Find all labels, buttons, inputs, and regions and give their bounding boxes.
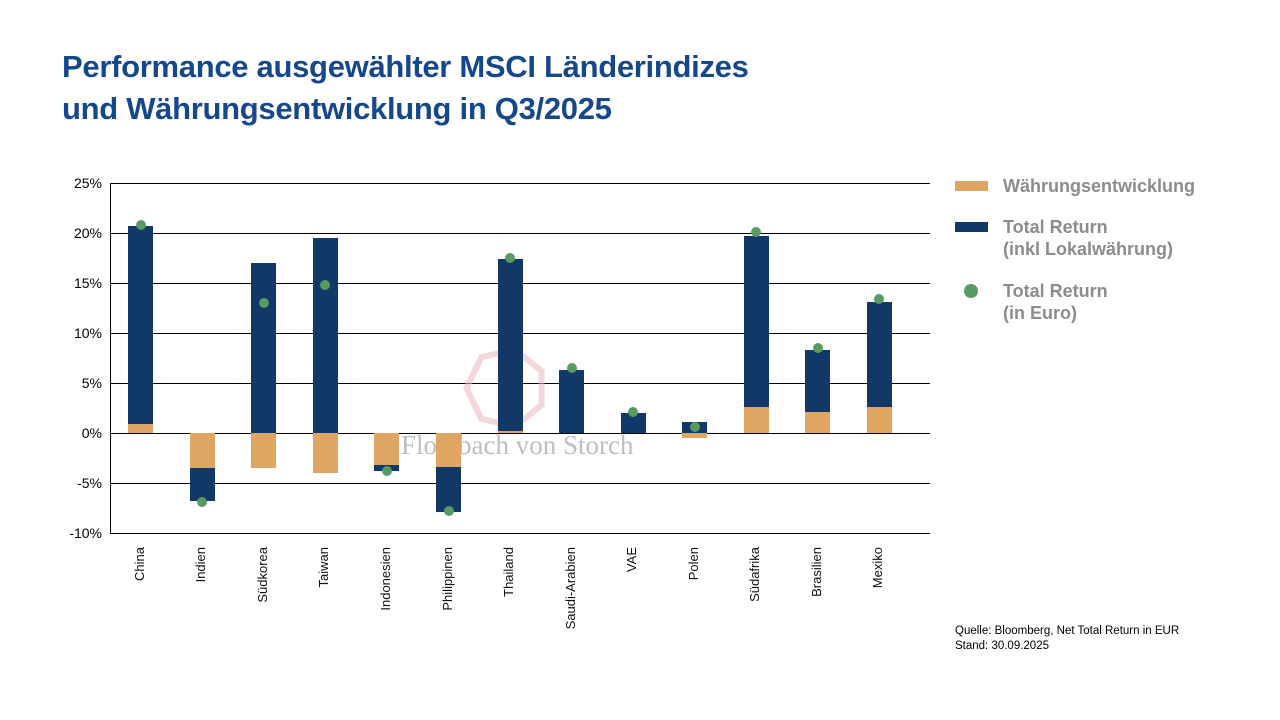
legend-label-currency: Währungsentwicklung xyxy=(1003,176,1196,196)
currency-bar xyxy=(682,433,708,438)
currency-swatch-icon xyxy=(955,181,988,191)
chart-title: Performance ausgewählter MSCI Länderindi… xyxy=(62,46,749,130)
y-axis-tick-label: -5% xyxy=(77,475,102,491)
y-axis-tick-label: 5% xyxy=(81,375,102,391)
euro-return-dot xyxy=(381,466,392,476)
currency-bar xyxy=(805,412,831,433)
euro-return-dot xyxy=(566,363,577,373)
euro-return-dot xyxy=(505,253,516,263)
total-return-bar xyxy=(128,226,154,424)
euro-return-dot xyxy=(689,422,700,432)
legend-label-line1: Total Return xyxy=(1003,281,1108,301)
euro-return-dot xyxy=(751,227,762,237)
euro-return-dot xyxy=(812,343,823,353)
x-axis-label: China xyxy=(131,547,147,581)
currency-bar xyxy=(128,424,154,433)
chart-title-line2: und Währungsentwicklung in Q3/2025 xyxy=(62,91,612,126)
currency-bar xyxy=(189,433,215,468)
legend-item-total-return-euro: Total Return (in Euro) xyxy=(955,280,1108,324)
gridline xyxy=(110,233,930,234)
x-axis-label: Taiwan xyxy=(316,547,332,588)
euro-return-dot xyxy=(135,220,146,230)
gridline xyxy=(110,533,930,534)
y-axis-tick-label: 10% xyxy=(73,325,102,341)
legend-label-line2: (inkl Lokalwährung) xyxy=(1003,239,1174,259)
legend-item-currency: Währungsentwicklung xyxy=(955,175,1195,197)
gridline xyxy=(110,183,930,184)
y-axis-tick-label: 25% xyxy=(73,175,102,191)
gridline xyxy=(110,483,930,484)
x-axis-label: Polen xyxy=(685,547,701,581)
total-return-bar xyxy=(620,413,646,433)
currency-bar xyxy=(743,407,769,433)
source-line2: Stand: 30.09.2025 xyxy=(955,640,1049,652)
source-line1: Quelle: Bloomberg, Net Total Return in E… xyxy=(955,625,1180,637)
currency-bar xyxy=(436,433,462,467)
total-return-bar xyxy=(251,263,277,433)
total-return-bar xyxy=(805,350,831,412)
total-return-bar xyxy=(743,236,769,407)
y-axis-tick-label: -10% xyxy=(69,525,102,541)
euro-return-dot xyxy=(628,407,639,417)
currency-bar xyxy=(866,407,892,433)
x-axis-label: Saudi-Arabien xyxy=(562,547,578,630)
euro-return-dot xyxy=(443,506,454,516)
total-return-bar xyxy=(559,370,585,433)
euro-return-dot xyxy=(197,497,208,507)
x-axis-label: Brasilien xyxy=(808,547,824,597)
total-return-local-swatch-icon xyxy=(955,222,988,232)
total-return-bar xyxy=(866,302,892,407)
currency-bar xyxy=(312,433,338,473)
legend-label-total-return-euro: Total Return (in Euro) xyxy=(1003,280,1108,324)
y-axis-line xyxy=(110,183,111,533)
x-axis-label: Philippinen xyxy=(439,547,455,611)
y-axis-tick-label: 15% xyxy=(73,275,102,291)
x-axis-label: Südkorea xyxy=(254,547,270,603)
x-axis-label: Südafrika xyxy=(747,547,763,602)
y-axis-tick-label: 20% xyxy=(73,225,102,241)
currency-bar xyxy=(497,431,523,433)
currency-bar xyxy=(374,433,400,465)
total-return-euro-dot-icon xyxy=(964,284,978,298)
gridline xyxy=(110,433,930,434)
currency-bar xyxy=(251,433,277,468)
x-axis-label: Mexiko xyxy=(870,547,886,589)
x-axis-label: Indien xyxy=(193,547,209,583)
legend-item-total-return-local: Total Return (inkl Lokalwährung) xyxy=(955,216,1173,260)
total-return-bar xyxy=(497,259,523,431)
x-axis-label: VAE xyxy=(624,547,640,573)
total-return-bar xyxy=(436,467,462,512)
y-axis-tick-label: 0% xyxy=(81,425,102,441)
euro-return-dot xyxy=(874,294,885,304)
chart-title-line1: Performance ausgewählter MSCI Länderindi… xyxy=(62,49,749,84)
legend-label-line2: (in Euro) xyxy=(1003,303,1077,323)
euro-return-dot xyxy=(320,280,331,290)
legend-label-total-return-local: Total Return (inkl Lokalwährung) xyxy=(1003,216,1173,260)
x-axis-label: Indonesien xyxy=(377,547,393,611)
legend-label-line1: Total Return xyxy=(1003,217,1108,237)
x-axis-label: Thailand xyxy=(501,547,517,597)
source-note: Quelle: Bloomberg, Net Total Return in E… xyxy=(955,624,1179,654)
total-return-bar xyxy=(189,468,215,501)
total-return-bar xyxy=(312,238,338,433)
euro-return-dot xyxy=(258,298,269,308)
